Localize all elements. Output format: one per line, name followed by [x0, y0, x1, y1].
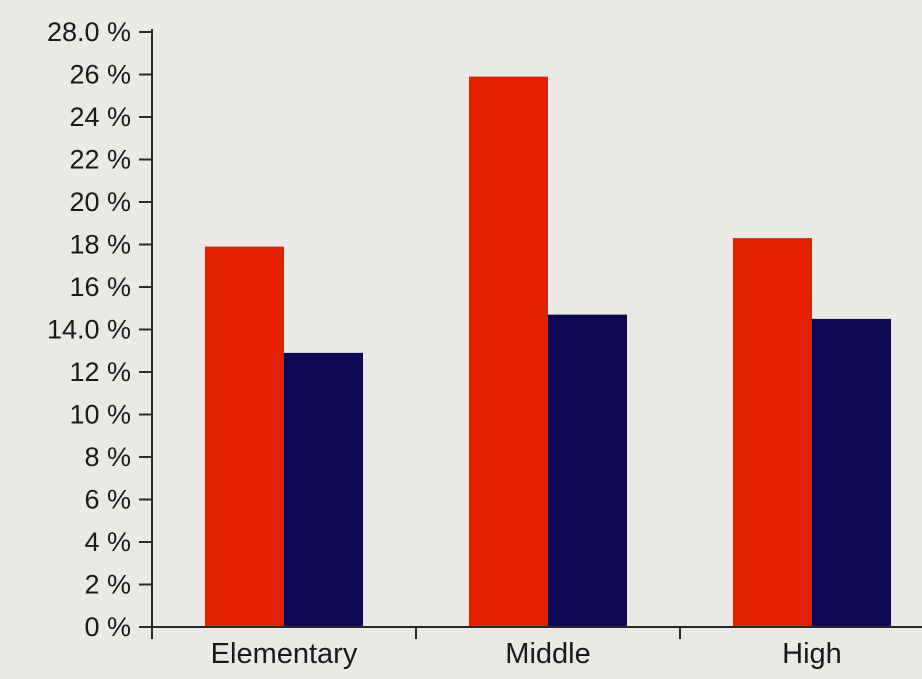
x-category-label: Middle	[505, 638, 590, 670]
bar-elementary-series-1	[205, 246, 284, 627]
y-tick-label: 4 %	[84, 527, 131, 557]
y-tick-label: 8 %	[84, 442, 131, 472]
y-axis: 0 % 2 % 4 % 6 % 8 % 10 % 12 % 14.0 % 16 % 18 % 20 …	[47, 17, 153, 642]
y-tick-label: 24 %	[69, 102, 131, 132]
y-tick-label: 14.0 %	[47, 315, 131, 345]
y-tick-label: 10 %	[69, 400, 131, 430]
x-axis: Elementary Middle High	[151, 626, 922, 670]
y-tick-label: 16 %	[69, 272, 131, 302]
y-tick-label: 18 %	[69, 230, 131, 260]
bars-group	[205, 76, 891, 627]
y-tick-label: 0 %	[84, 612, 131, 642]
y-tick-label: 2 %	[84, 570, 131, 600]
y-tick-label: 28.0 %	[47, 17, 131, 47]
bar-elementary-series-2	[284, 352, 363, 627]
y-tick-label: 6 %	[84, 485, 131, 515]
x-category-label: High	[782, 638, 842, 670]
x-category-label: Elementary	[211, 638, 358, 670]
bar-high-series-1	[733, 238, 812, 627]
y-tick-label: 12 %	[69, 357, 131, 387]
y-tick-label: 22 %	[69, 145, 131, 175]
bar-middle-series-1	[469, 76, 548, 627]
y-tick-label: 26 %	[69, 60, 131, 90]
y-tick-label: 20 %	[69, 187, 131, 217]
bar-high-series-2	[812, 318, 891, 627]
bar-middle-series-2	[548, 314, 627, 627]
